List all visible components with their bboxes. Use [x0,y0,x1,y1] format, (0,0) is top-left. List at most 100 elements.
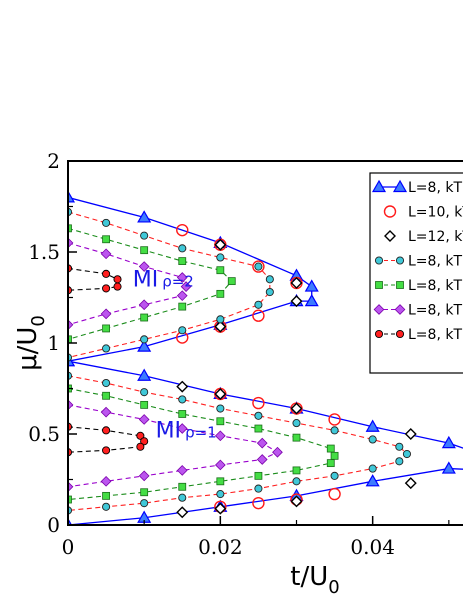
legend-label: L=12, kT [408,229,463,245]
series-6-point [272,446,283,458]
series-3-point [214,320,227,333]
series-3-point [214,502,227,515]
series-4-point [368,435,377,444]
series-4-point [254,300,263,309]
legend-entry: L=8, kT [373,303,462,319]
series-6-point [138,470,150,482]
series-5-point [140,246,149,255]
series-4-point [254,411,263,420]
series-3-point [404,428,417,440]
legend-marker [374,256,384,265]
series-5-point [292,466,301,475]
series-3-point [404,477,417,490]
series-7-point [102,284,111,293]
series-3 [176,238,417,519]
series-6-point [68,481,74,493]
series-5-point [140,313,149,322]
series-7-point [113,275,122,284]
legend-marker [384,230,396,242]
series-7-point [102,426,111,435]
series-6-point [256,454,268,465]
series-3-point [290,276,303,289]
series-4-point [292,419,301,428]
series-3-point [214,238,227,251]
series-5-point [178,482,187,491]
legend-label: L=8, kT [408,180,462,196]
legend-marker [395,256,405,265]
annotation-2: MI ρ=1 [156,419,217,444]
series-5-point [68,224,72,233]
series-5-point [68,495,72,504]
series-3-point [290,495,303,508]
series-2-point [328,413,341,426]
series-4-point [265,275,274,284]
legend-label: L=8, kT [408,303,462,319]
series-4-point [102,502,111,511]
series-1-line-1 [68,196,313,362]
legend: L=8, kT L=10, kT L=12, kT L=8, kT L=8, kT L=8… [369,172,463,374]
series-4-point [368,464,377,473]
series-5-point [216,477,225,486]
series-1-point [137,210,152,223]
series-4-point [254,262,263,271]
series-4-point [330,471,339,480]
series-7-point [140,437,149,446]
legend-entry: L=10, kT [383,205,463,221]
series-5-point [140,488,149,497]
series-3-point [290,402,303,415]
series-5-line-2 [68,387,336,501]
series-3-point [176,506,189,519]
series-1-point [441,435,456,449]
x-tick-label: 0.04 [350,535,395,559]
series-6-point [100,475,112,487]
series-6-point [138,299,150,311]
x-axis-title: t/U0 [290,562,339,598]
series-5-point [330,451,339,460]
series-2-point [252,260,265,273]
series-5-point [102,391,110,400]
series-4-point [178,326,187,335]
series-6-point [138,414,150,425]
legend-marker [394,304,406,315]
y-axis-title: μ/U0 [13,315,49,371]
y-tick-label: 1 [47,331,60,355]
series-5-point [216,289,225,298]
series-5-point [102,491,110,500]
series-4-point [102,218,111,227]
series-4-point [140,231,149,240]
legend-label: L=8, kT [408,327,462,343]
series-7-point [102,269,111,278]
series-5-point [254,424,263,433]
series-6-point [176,423,188,434]
legend-label: L=10, kT [408,205,463,221]
series-4-line-2 [68,375,408,511]
series-1-point [304,293,319,307]
series-6-point [214,430,226,442]
series-6-point [176,272,188,283]
series-4 [68,207,411,515]
series-7-point [136,442,145,451]
series-6-point [100,308,112,320]
series-3-point [176,380,189,393]
y-tick-label: 0.5 [28,422,60,446]
series-4-point [395,457,404,466]
series-4-point [395,442,404,451]
series-4-point [178,395,187,404]
series-4-point [292,477,301,486]
series-4-point [102,378,111,388]
series-5-point [102,324,110,333]
legend-marker [392,179,408,193]
series-4-point [178,493,187,502]
series-4-point [216,490,225,499]
series-5-point [254,471,263,480]
legend-marker [395,329,405,339]
series-1-line-2 [68,360,463,525]
series-2-point [252,309,265,322]
series-4-point [102,344,111,353]
annotation-1: MI ρ=2 [133,268,194,293]
legend-marker [375,281,383,289]
series-4-point [216,315,225,324]
series-4-point [216,404,225,413]
series-4-point [402,449,411,459]
